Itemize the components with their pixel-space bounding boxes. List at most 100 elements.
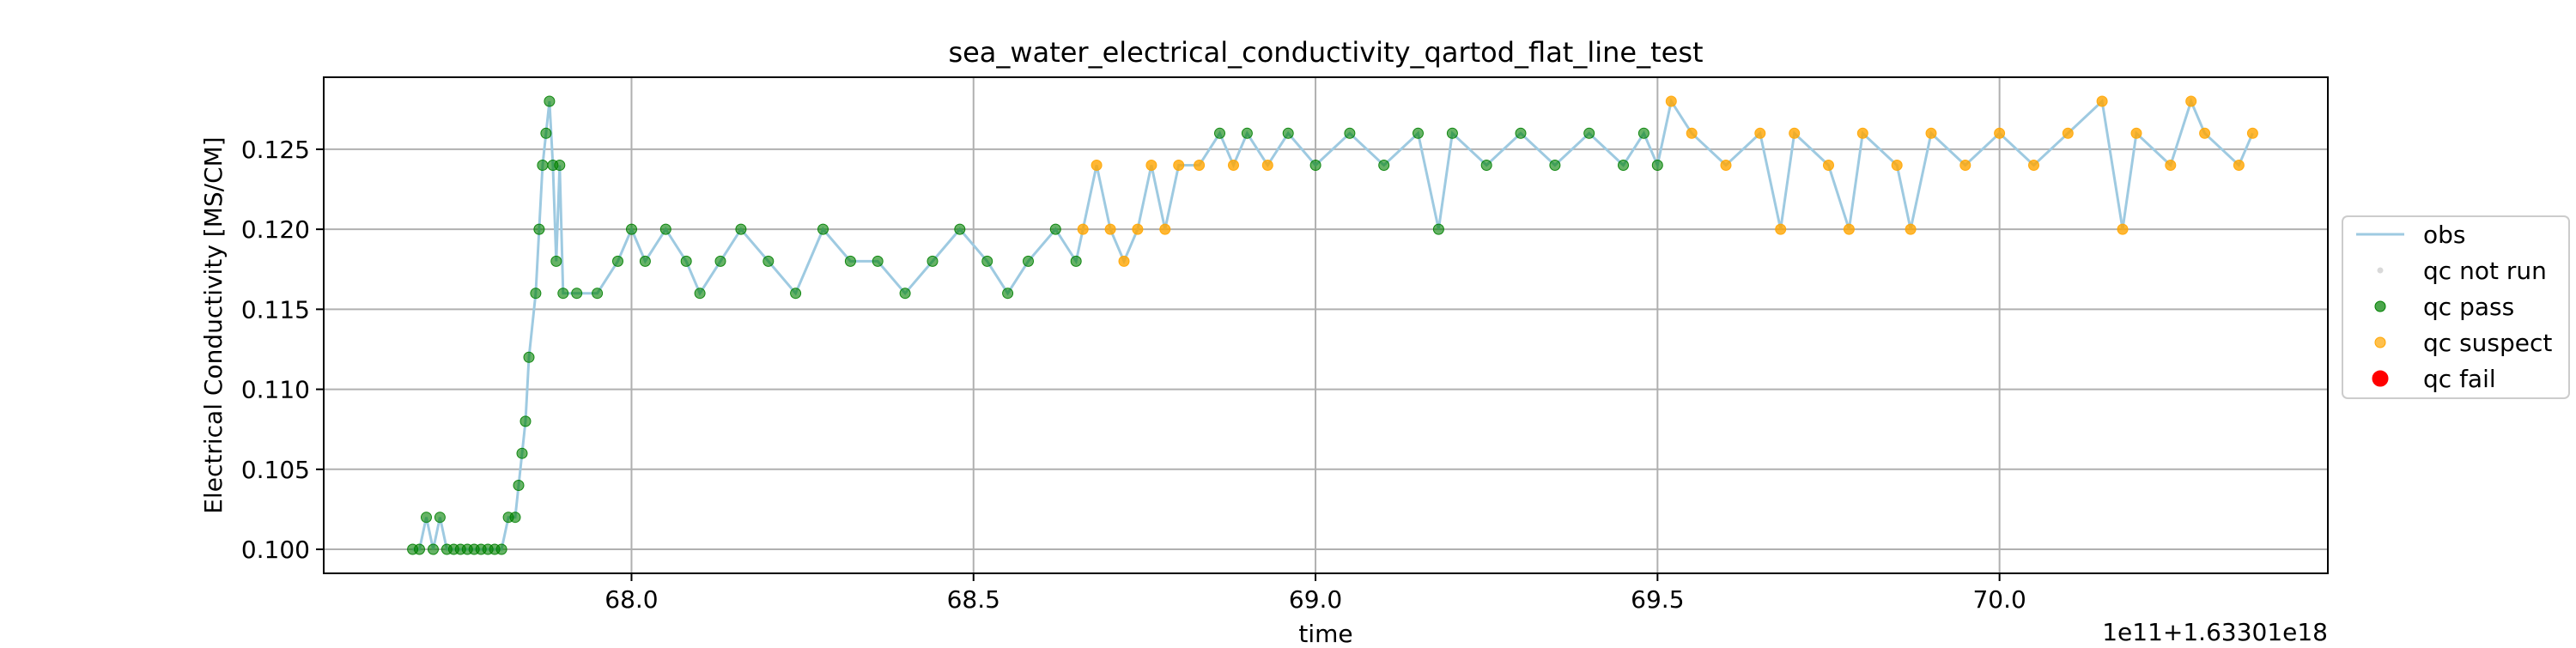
y-tick-label: 0.110 bbox=[241, 376, 310, 404]
qc-pass-point bbox=[659, 223, 671, 235]
legend-label: obs bbox=[2423, 221, 2466, 249]
qc-suspect-point bbox=[2117, 223, 2129, 235]
qc-suspect-point bbox=[1173, 160, 1185, 171]
qc-pass-point bbox=[1432, 223, 1444, 235]
qc-suspect-point bbox=[1145, 160, 1157, 171]
qc-pass-point bbox=[1070, 255, 1082, 267]
qc-pass-point bbox=[519, 415, 532, 427]
legend-swatch-dot bbox=[2377, 267, 2384, 274]
qc-pass-point bbox=[421, 512, 432, 524]
qc-pass-point bbox=[817, 223, 829, 235]
qc-pass-point bbox=[1241, 127, 1253, 139]
y-tick-label: 0.100 bbox=[241, 536, 310, 564]
qc-pass-point bbox=[540, 127, 552, 139]
qc-pass-point bbox=[1002, 288, 1014, 300]
x-tick-label: 68.5 bbox=[947, 585, 1000, 614]
y-tick-label: 0.115 bbox=[241, 295, 310, 324]
qc-suspect-point bbox=[1789, 127, 1801, 139]
qc-pass-point bbox=[872, 255, 884, 267]
y-tick-label: 0.120 bbox=[241, 215, 310, 244]
grid-layer bbox=[324, 77, 2328, 573]
qc-pass-point bbox=[680, 255, 692, 267]
qc-suspect-point bbox=[1754, 127, 1766, 139]
x-tick-label: 68.0 bbox=[605, 585, 658, 614]
qc-suspect-point bbox=[2246, 127, 2258, 139]
x-tick-label: 69.0 bbox=[1289, 585, 1342, 614]
qc-pass-point bbox=[544, 95, 556, 107]
x-tick-label: 69.5 bbox=[1631, 585, 1684, 614]
qc-suspect-point bbox=[1959, 160, 1971, 171]
qc-pass-point bbox=[530, 288, 542, 300]
qc-pass-point bbox=[981, 255, 993, 267]
qc-suspect-point bbox=[1823, 160, 1834, 171]
qc-suspect-point bbox=[2199, 127, 2211, 139]
qc-pass-point bbox=[1214, 127, 1225, 139]
qc-pass-point bbox=[1378, 160, 1390, 171]
qc-pass-point bbox=[554, 160, 566, 171]
qc-pass-point bbox=[516, 447, 528, 459]
qc-suspect-point bbox=[2062, 127, 2074, 139]
legend-label: qc suspect bbox=[2423, 329, 2552, 357]
qc-pass-point bbox=[533, 223, 545, 235]
qc-points-layer bbox=[407, 95, 2258, 555]
qc-suspect-point bbox=[2185, 95, 2197, 107]
qc-suspect-point bbox=[1905, 223, 1917, 235]
qc-pass-point bbox=[1583, 127, 1595, 139]
legend-items: obs qc not run qc pass qc suspect qc fail bbox=[2356, 221, 2552, 393]
legend-swatch-dot bbox=[2372, 370, 2389, 387]
qc-suspect-point bbox=[1925, 127, 1937, 139]
qc-pass-point bbox=[954, 223, 966, 235]
qc-pass-point bbox=[434, 512, 446, 524]
qc-suspect-point bbox=[1994, 127, 2006, 139]
qc-pass-point bbox=[1480, 160, 1492, 171]
legend: obs qc not run qc pass qc suspect qc fail bbox=[2342, 215, 2570, 399]
qc-suspect-point bbox=[2165, 160, 2177, 171]
qc-pass-point bbox=[899, 288, 911, 300]
qc-suspect-point bbox=[1159, 223, 1171, 235]
qc-suspect-point bbox=[1720, 160, 1732, 171]
axis-ticks-layer: 68.0 68.5 69.0 69.5 70.0 0.100 0.105 0.110 0.115… bbox=[241, 136, 2026, 614]
qc-pass-point bbox=[1618, 160, 1629, 171]
qc-pass-point bbox=[790, 288, 802, 300]
qc-pass-point bbox=[612, 255, 623, 267]
qc-suspect-point bbox=[1856, 127, 1868, 139]
legend-label: qc pass bbox=[2423, 293, 2514, 321]
legend-label: qc fail bbox=[2423, 365, 2496, 393]
y-axis-label: Electrical Conductivity [MS/CM] bbox=[199, 136, 228, 513]
qc-pass-point bbox=[509, 512, 521, 524]
legend-frame bbox=[2342, 215, 2570, 399]
qc-suspect-point bbox=[2096, 95, 2108, 107]
x-tick-label: 70.0 bbox=[1972, 585, 2026, 614]
qc-suspect-point bbox=[1843, 223, 1855, 235]
qc-pass-point bbox=[550, 255, 562, 267]
qc-pass-point bbox=[1049, 223, 1061, 235]
qc-pass-point bbox=[1023, 255, 1034, 267]
qc-pass-point bbox=[626, 223, 637, 235]
qc-pass-point bbox=[639, 255, 651, 267]
y-tick-label: 0.105 bbox=[241, 456, 310, 484]
x-axis-label: time bbox=[1298, 620, 1352, 644]
y-tick-label: 0.125 bbox=[241, 136, 310, 164]
qc-pass-point bbox=[1549, 160, 1561, 171]
qc-pass-point bbox=[1309, 160, 1321, 171]
qc-pass-point bbox=[1637, 127, 1649, 139]
qc-pass-point bbox=[694, 288, 706, 300]
chart-title: sea_water_electrical_conductivity_qartod… bbox=[948, 36, 1703, 69]
qc-suspect-point bbox=[1228, 160, 1239, 171]
qc-pass-point bbox=[1413, 127, 1424, 139]
qc-pass-point bbox=[428, 543, 439, 555]
qc-pass-point bbox=[414, 543, 425, 555]
qc-pass-point bbox=[592, 288, 604, 300]
qc-pass-point bbox=[513, 480, 525, 491]
qc-suspect-point bbox=[2130, 127, 2142, 139]
qc-suspect-point bbox=[1091, 160, 1103, 171]
qc-pass-point bbox=[571, 288, 583, 300]
qc-suspect-point bbox=[1194, 160, 1206, 171]
obs-series-line bbox=[412, 97, 2254, 551]
qc-pass-point bbox=[1446, 127, 1458, 139]
qc-pass-point bbox=[714, 255, 726, 267]
qc-suspect-point bbox=[1104, 223, 1116, 235]
qc-pass-point bbox=[844, 255, 856, 267]
